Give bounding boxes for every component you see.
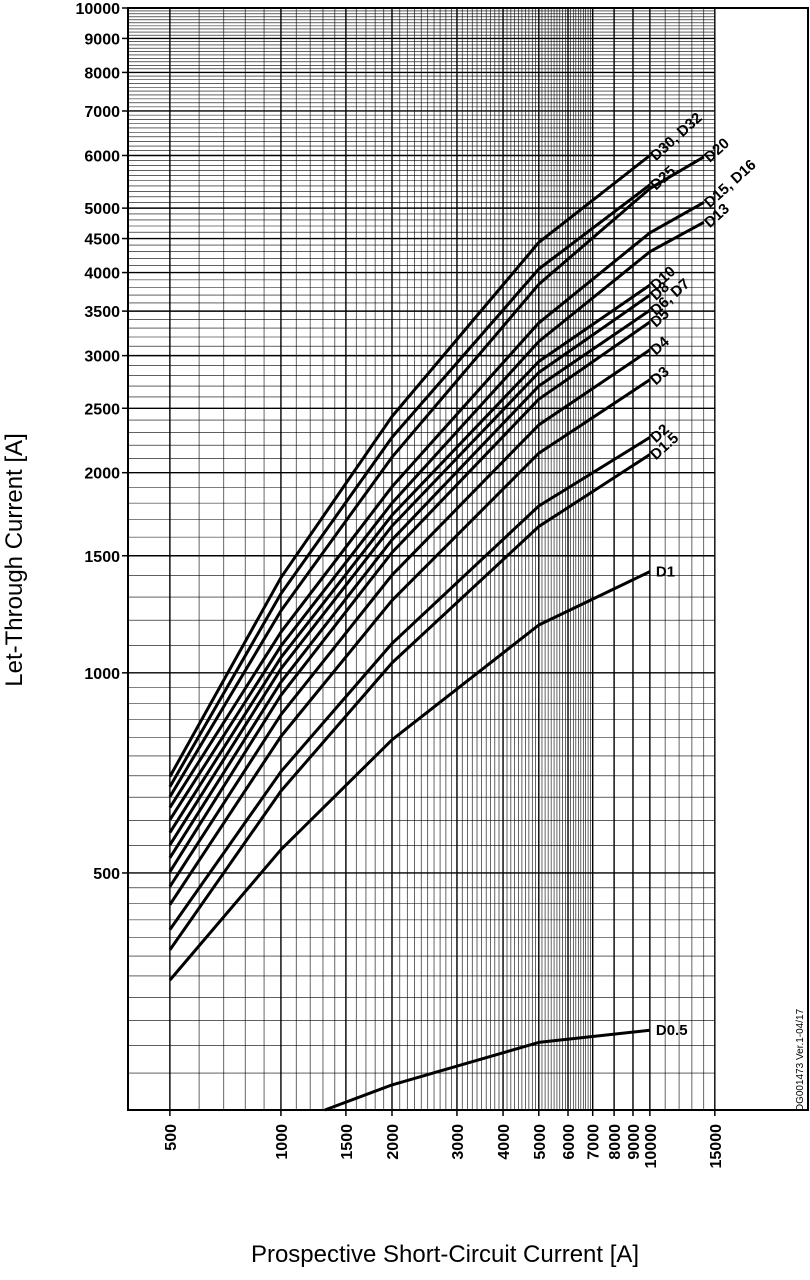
curve (168, 436, 651, 931)
x-tick-label: 15000 (708, 1124, 725, 1169)
y-tick-label: 3500 (84, 304, 120, 321)
series-label: D20 (701, 135, 733, 166)
y-axis-title: Let-Through Current [A] (1, 433, 28, 686)
y-tick-label: 9000 (84, 31, 120, 48)
x-tick-label: 10000 (643, 1124, 660, 1169)
y-tick-label: 4000 (84, 266, 120, 283)
plot-frame (127, 7, 809, 1111)
y-tick-label: 1500 (84, 549, 120, 566)
curve (168, 283, 651, 834)
y-tick-label: 5000 (84, 201, 120, 218)
y-tick-label: 3000 (84, 349, 120, 366)
curve (168, 155, 705, 798)
curve (168, 320, 651, 873)
y-tick-label: 1000 (84, 666, 120, 683)
curve (168, 293, 651, 846)
x-tick-label: 4000 (496, 1124, 513, 1160)
y-tick-label: 6000 (84, 148, 120, 165)
series-label: D0.5 (656, 1022, 688, 1039)
y-tick-label: 10000 (76, 1, 121, 18)
curve (168, 154, 651, 778)
series-label: D1 (656, 564, 675, 581)
y-tick-label: 8000 (84, 65, 120, 82)
x-axis-title: Prospective Short-Circuit Current [A] (251, 1241, 639, 1268)
curve (168, 348, 651, 888)
y-tick-label: 2000 (84, 466, 120, 483)
curve (168, 453, 651, 951)
curve (168, 378, 651, 906)
y-tick-label: 500 (93, 866, 120, 883)
curve (168, 309, 651, 859)
curve (324, 1028, 651, 1112)
series-label: D3 (647, 363, 673, 388)
curve (168, 183, 651, 788)
x-tick-label: 9000 (626, 1124, 643, 1160)
x-tick-label: 8000 (607, 1124, 624, 1160)
curve (168, 220, 705, 821)
x-tick-label: 6000 (561, 1124, 578, 1160)
series-label: D25 (647, 163, 679, 194)
x-tick-label: 3000 (450, 1124, 467, 1160)
y-tick-label: 7000 (84, 104, 120, 121)
y-tick-label: 2500 (84, 401, 120, 418)
x-tick-label: 7000 (586, 1124, 603, 1160)
x-tick-label: 1500 (339, 1124, 356, 1160)
x-tick-label: 1000 (274, 1124, 291, 1160)
x-tick-label: 5000 (532, 1124, 549, 1160)
x-tick-label: 500 (163, 1124, 180, 1151)
curve (168, 570, 651, 982)
code-note: DG001473 Ver.1-04/17 (795, 1008, 806, 1111)
y-tick-label: 4500 (84, 232, 120, 249)
series-label: D15, D16 (701, 156, 759, 211)
curve (168, 201, 705, 809)
x-tick-label: 2000 (385, 1124, 402, 1160)
